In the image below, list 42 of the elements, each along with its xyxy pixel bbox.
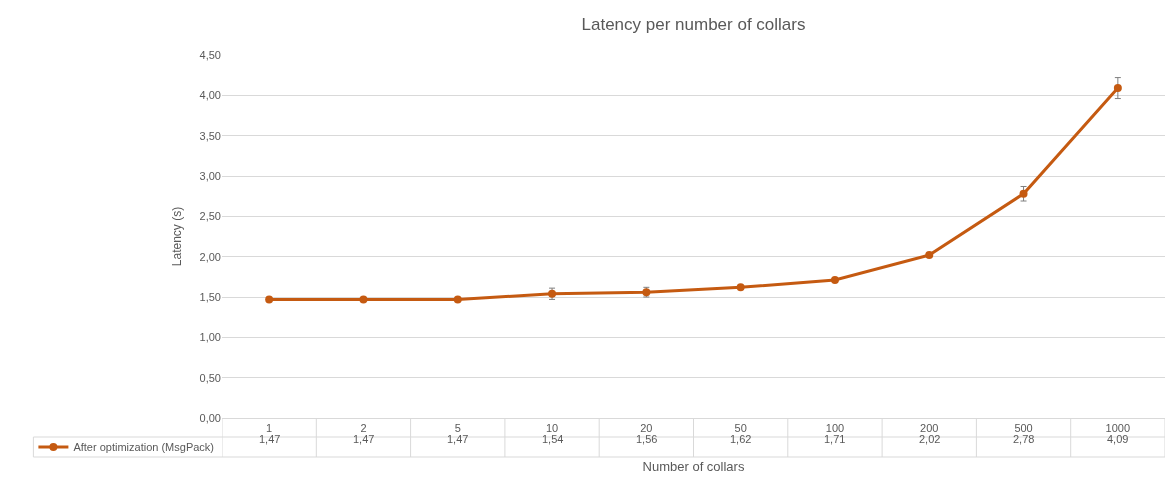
x-tick-label: 5	[454, 422, 461, 435]
y-tick-label: 0,00	[199, 411, 221, 424]
x-tick-label: 500	[1014, 422, 1033, 435]
y-tick-label: 2,00	[199, 250, 221, 263]
legend-label: After optimization (MsgPack)	[73, 441, 215, 454]
data-label: 1,62	[730, 433, 752, 445]
point	[736, 283, 745, 292]
point	[925, 251, 934, 260]
x-tick-label: 50	[734, 422, 747, 435]
point	[1113, 84, 1122, 93]
data-label: 2,02	[919, 433, 941, 445]
data-label: 1,47	[353, 433, 375, 445]
y-tick-label: 4,50	[199, 48, 221, 61]
y-tick-label: 0,50	[199, 371, 221, 384]
data-label: 1,56	[636, 433, 658, 445]
point	[453, 295, 462, 304]
y-tick-label: 4,00	[199, 89, 221, 102]
x-tick-label: 20	[640, 422, 653, 435]
y-tick-label: 1,00	[199, 331, 221, 344]
y-tick-label: 3,50	[199, 129, 221, 142]
point	[1019, 189, 1028, 198]
point	[830, 276, 839, 285]
point	[359, 295, 368, 304]
x-tick-label: 100	[825, 422, 845, 435]
data-label: 1,47	[259, 433, 281, 445]
data-label: 1,71	[824, 433, 846, 445]
x-axis-title: Number of collars	[642, 458, 745, 474]
x-tick-label: 10	[545, 422, 559, 435]
y-axis-title: Latency (s)	[169, 206, 184, 267]
x-tick-label: 1000	[1105, 422, 1131, 435]
data-label: 1,47	[447, 433, 469, 445]
x-tick-label: 1	[266, 422, 273, 435]
y-tick-label: 3,00	[199, 169, 221, 182]
chart-title: Latency per number of collars	[581, 14, 806, 34]
y-tick-label: 2,50	[199, 210, 221, 223]
x-tick-label: 200	[920, 422, 939, 435]
y-tick-label: 1,50	[199, 290, 221, 303]
data-label: 2,78	[1013, 433, 1035, 445]
x-tick-label: 2	[360, 422, 367, 435]
data-label: 4,09	[1107, 433, 1129, 445]
point	[265, 295, 274, 304]
data-label: 1,54	[542, 433, 564, 445]
